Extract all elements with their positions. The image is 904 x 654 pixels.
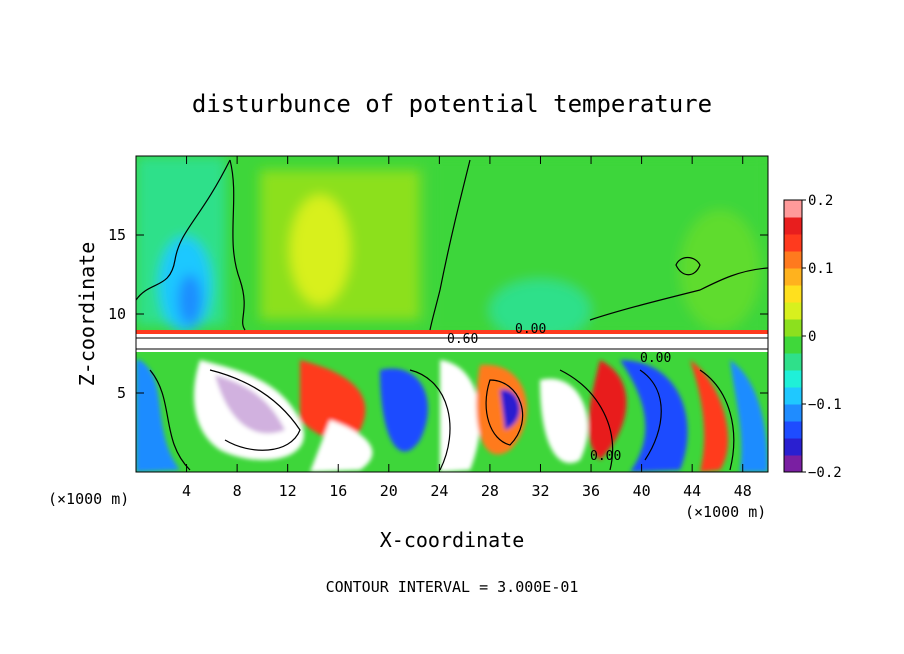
contour-interval-note: CONTOUR INTERVAL = 3.000E-01 [326, 578, 579, 596]
x-axis-label: X-coordinate [380, 528, 525, 552]
colorbar-tick-label: −0.2 [808, 465, 842, 481]
colorbar-swatch [784, 319, 802, 337]
colorbar-swatch [784, 234, 802, 252]
plot-area [136, 156, 768, 472]
y-tick-label: 5 [117, 384, 126, 402]
x-tick-label: 24 [430, 482, 448, 500]
colorbar-swatch [784, 336, 802, 354]
colorbar-swatch [784, 387, 802, 405]
colorbar-tick-label: 0.1 [808, 261, 833, 277]
colorbar [783, 199, 803, 473]
colorbar-swatch [784, 217, 802, 235]
x-tick-label: 32 [531, 482, 549, 500]
contour-label: 0.60 [447, 332, 478, 347]
x-tick-label: 4 [182, 482, 191, 500]
colorbar-ticks: 0.2 0.1 0 −0.1 −0.2 [802, 193, 842, 481]
x-tick-label: 16 [329, 482, 347, 500]
colorbar-swatch [784, 438, 802, 456]
colorbar-tick-label: 0 [808, 329, 816, 345]
colorbar-swatch [784, 455, 802, 473]
x-tick-label: 36 [582, 482, 600, 500]
colorbar-swatch [784, 200, 802, 218]
upper-layer-field [136, 156, 768, 340]
colorbar-tick-label: 0.2 [808, 193, 833, 209]
x-tick-label: 44 [683, 482, 701, 500]
y-tick-label: 15 [108, 226, 126, 244]
colorbar-swatch [784, 370, 802, 388]
chart-title: disturbunce of potential temperature [192, 90, 712, 118]
contour-label: 0.00 [640, 351, 671, 366]
x-unit-label-left: (×1000 m) [48, 490, 129, 508]
colorbar-swatch [784, 404, 802, 422]
x-tick-label: 48 [734, 482, 752, 500]
colorbar-swatch [784, 268, 802, 286]
x-tick-label: 28 [481, 482, 499, 500]
contour-label: 0.00 [590, 449, 621, 464]
y-tick-label: 10 [108, 305, 126, 323]
y-axis: 5 10 15 [108, 226, 768, 402]
colorbar-tick-label: −0.1 [808, 397, 842, 413]
colorbar-swatch [784, 302, 802, 320]
colorbar-swatch [784, 251, 802, 269]
x-unit-label-right: (×1000 m) [685, 503, 766, 521]
x-axis: 4 8 12 16 20 24 28 32 36 40 44 48 [182, 156, 752, 500]
contour-lines [136, 159, 768, 471]
contour-label: 0.00 [515, 322, 546, 337]
lower-layer-field [136, 360, 768, 472]
colorbar-swatch [784, 353, 802, 371]
x-tick-label: 8 [233, 482, 242, 500]
inversion-band [136, 330, 768, 334]
x-tick-label: 20 [380, 482, 398, 500]
y-axis-label: Z-coordinate [75, 242, 99, 387]
x-tick-label: 40 [633, 482, 651, 500]
colorbar-swatch [784, 285, 802, 303]
x-tick-label: 12 [279, 482, 297, 500]
colorbar-swatch [784, 421, 802, 439]
